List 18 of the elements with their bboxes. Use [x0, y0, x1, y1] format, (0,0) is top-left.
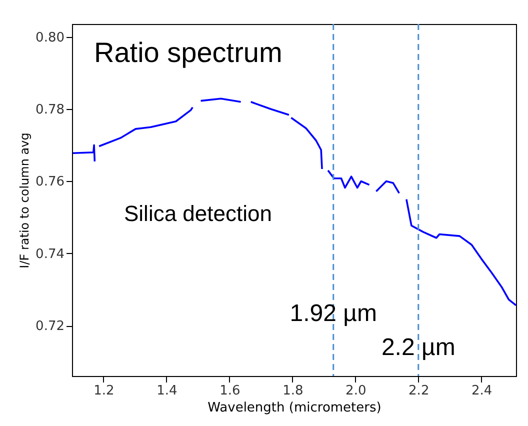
annotation: Ratio spectrum: [94, 37, 282, 68]
x-tick-label: 2.0: [346, 384, 366, 398]
y-tick-label: 0.72: [36, 319, 64, 334]
y-tick-label: 0.80: [36, 30, 64, 46]
x-tick-label: 1.8: [282, 384, 304, 398]
x-tick-label: 1.4: [156, 384, 178, 398]
x-tick-label: 1.6: [220, 384, 240, 398]
y-tick-label: 0.78: [36, 102, 64, 118]
annotation: Silica detection: [124, 201, 272, 226]
y-tick-label: 0.76: [36, 174, 64, 190]
x-tick-label: 1.2: [94, 384, 114, 398]
ref-line-label: 2.2 µm: [381, 334, 456, 361]
x-tick-label: 2.4: [472, 384, 492, 398]
y-axis-title: I/F ratio to column avg: [18, 132, 32, 268]
x-axis-title: Wavelength (micrometers): [208, 400, 382, 416]
x-tick-label: 2.2: [408, 384, 430, 398]
y-tick-label: 0.74: [36, 246, 64, 262]
ref-line-label: 1.92 µm: [290, 300, 377, 327]
